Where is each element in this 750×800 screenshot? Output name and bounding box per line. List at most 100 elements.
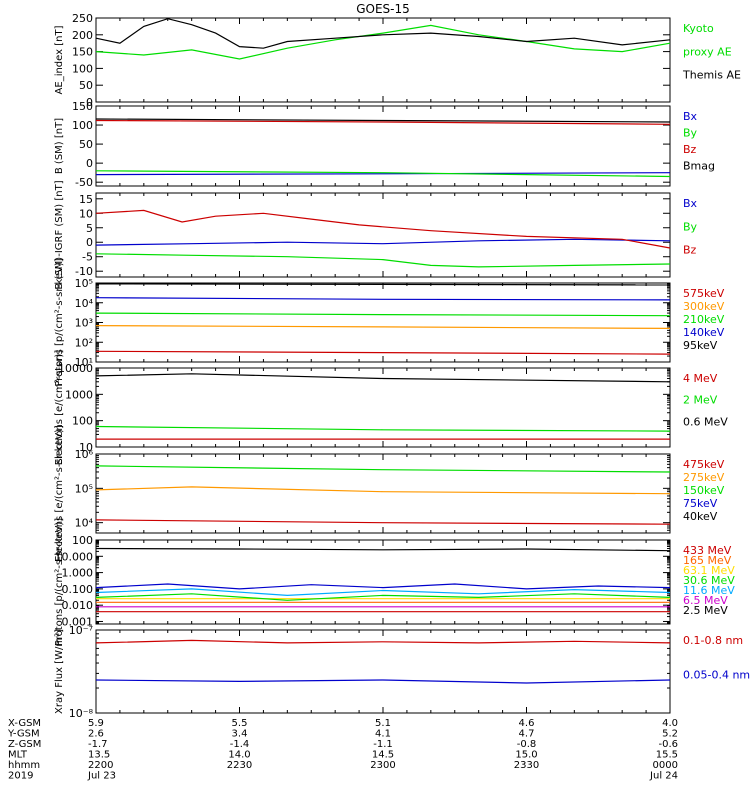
- x-row-value: -0.8: [517, 739, 537, 750]
- x-row-value: 2200: [88, 760, 113, 771]
- y-axis-label: Electrons [e/(cm²-s-sr)]: [54, 350, 65, 466]
- panel-1: 0 50 100 150 200 250 AE_index [nT] Kyoto proxy A…: [54, 12, 741, 109]
- y-tick-label: 15: [79, 193, 93, 206]
- series-11-6-mev: [95, 588, 671, 597]
- y-tick-label: 10³: [75, 317, 93, 330]
- panel-2: -50 0 50 100 150 B (SM) [nT] Bx By Bz Bmag: [54, 100, 715, 189]
- legend-label: 0.6 MeV: [683, 415, 728, 428]
- series-bz: [95, 209, 671, 249]
- y-axis-label: Protons [p/(cm²-s-sr-keV)]: [54, 258, 65, 386]
- series-275kev: [95, 486, 671, 495]
- x-row-value: -1.4: [230, 739, 250, 750]
- y-tick-label: 0.001: [62, 615, 94, 628]
- series-bmag: [95, 118, 671, 123]
- x-row-value: 4.0: [662, 718, 678, 729]
- x-row-value: -0.6: [658, 739, 678, 750]
- x-row-value: 5.5: [232, 718, 248, 729]
- y-tick-label: 10: [79, 207, 93, 220]
- y-tick-label: 5: [86, 222, 93, 235]
- y-tick-label: 10¹: [75, 356, 93, 369]
- x-row-value: 2230: [227, 760, 252, 771]
- x-row-label: Y-GSM: [7, 729, 40, 740]
- series-0-05-0-4-nm: [95, 679, 671, 684]
- legend-label: 210keV: [683, 313, 725, 326]
- y-tick-label: -10: [75, 265, 93, 278]
- x-row-label: X-GSM: [8, 718, 41, 729]
- legend-label: 95keV: [683, 339, 718, 352]
- legend-label: Bmag: [683, 160, 715, 173]
- legend-label: proxy AE: [683, 45, 732, 58]
- legend-label: Bx: [683, 197, 698, 210]
- x-row-label: Z-GSM: [8, 739, 41, 750]
- x-row-value: -1.1: [373, 739, 393, 750]
- x-axis-table: X-GSM 5.9 5.5 5.1 4.6 4.0 Y-GSM 2.6 3.4 4.1 4.7 5.2…: [7, 718, 678, 782]
- legend-label: 30.6 MeV: [683, 574, 735, 587]
- chart-title: GOES-15: [356, 2, 410, 16]
- y-tick-label: -5: [82, 251, 93, 264]
- y-tick-label: 100: [72, 415, 93, 428]
- legend-label: 475keV: [683, 458, 725, 471]
- x-row-value: 2300: [370, 760, 395, 771]
- y-tick-label: 10.000: [55, 550, 94, 563]
- legend-label: 63.1 MeV: [683, 564, 735, 577]
- series-95kev: [95, 283, 671, 286]
- x-row-value: -1.7: [88, 739, 108, 750]
- legend-label: 0.1-0.8 nm: [683, 634, 743, 647]
- y-tick-label: 10⁵: [75, 482, 93, 495]
- series-2-mev: [95, 425, 671, 432]
- series-bx: [95, 172, 671, 176]
- y-tick-label: 100: [72, 119, 93, 132]
- series-0-6-mev: [95, 373, 671, 383]
- legend-label: Themis AE: [682, 69, 741, 82]
- y-axis-label: AE_index [nT]: [54, 25, 65, 94]
- legend-label: Bz: [683, 244, 697, 257]
- y-tick-label: -50: [75, 176, 93, 189]
- y-tick-label: 0: [86, 96, 93, 109]
- y-tick-label: 10⁶: [75, 448, 94, 461]
- series-2-5-mev-black: [95, 547, 671, 552]
- y-axis-label: Xray Flux [W/m²]: [54, 629, 65, 714]
- y-tick-label: 1000: [65, 388, 93, 401]
- series-140kev: [95, 297, 671, 301]
- y-tick-label: 0: [86, 157, 93, 170]
- series-by: [95, 170, 671, 178]
- panel-4: 10¹ 10² 10³ 10⁴ 10⁵ Protons [p/(cm²-s-sr-keV)…: [54, 258, 725, 386]
- y-axis-label: B (SM)-IGRF (SM) [nT]: [54, 180, 65, 289]
- x-row-value: 2330: [514, 760, 539, 771]
- x-row-value: 15.5: [656, 750, 678, 761]
- x-row-value: Jul 23: [87, 771, 116, 782]
- panel-7: 0.001 0.010 0.100 1.000 10.000 100 Protons [p/…: [54, 518, 735, 646]
- legend-label: 2.5 MeV: [683, 604, 728, 617]
- legend-label: 0.05-0.4 nm: [683, 669, 750, 682]
- y-tick-label: 10⁻⁷: [69, 624, 93, 637]
- legend-label: Kyoto: [683, 22, 714, 35]
- x-row-value: 2.6: [88, 729, 104, 740]
- series-475kev: [95, 519, 671, 525]
- series-themis-ae: [95, 18, 671, 49]
- legend-label: Bz: [683, 143, 697, 156]
- x-row-value: 3.4: [232, 729, 248, 740]
- x-row-value: 5.2: [662, 729, 678, 740]
- x-row-value: 4.6: [519, 718, 535, 729]
- legend-label: 275keV: [683, 471, 725, 484]
- y-tick-label: 10: [79, 441, 93, 454]
- legend-label: 6.5 MeV: [683, 594, 728, 607]
- legend-label: 11.6 MeV: [683, 584, 735, 597]
- legend-label: 140keV: [683, 326, 725, 339]
- legend-label: 2 MeV: [683, 394, 718, 407]
- x-row-value: 15.0: [515, 750, 537, 761]
- legend-label: 575keV: [683, 287, 725, 300]
- y-tick-label: 200: [72, 29, 93, 42]
- legend-label: 165 MeV: [683, 554, 732, 567]
- x-row-value: 5.9: [88, 718, 104, 729]
- series-300kev: [95, 325, 671, 329]
- panel-frame: [95, 367, 671, 448]
- series-575kev: [95, 350, 671, 355]
- legend-label: 150keV: [683, 484, 725, 497]
- panel-frame: [95, 17, 671, 103]
- legend-label: By: [683, 127, 698, 140]
- series-210kev: [95, 312, 671, 317]
- y-tick-label: 10⁴: [75, 297, 94, 310]
